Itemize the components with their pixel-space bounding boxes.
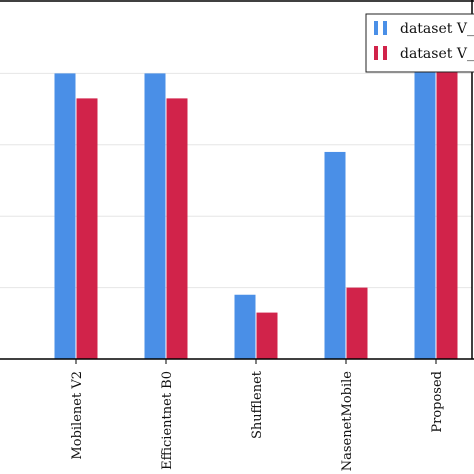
bar-series-1-mobilenet-v2 xyxy=(54,73,76,360)
bar-series-2-shufflenet xyxy=(256,312,278,359)
x-tick-label-5: Proposed xyxy=(430,371,445,433)
x-tick-label-3: Shufflenet xyxy=(250,370,265,439)
legend-label-series-2: dataset V_ xyxy=(400,46,474,62)
legend-swatch-1a xyxy=(374,21,378,35)
bar-series-1-proposed xyxy=(414,69,436,359)
x-tick-label-1: Mobilenet V2 xyxy=(70,371,85,460)
legend-swatch-1b xyxy=(383,21,387,35)
bar-series-1-efficientnet-b0 xyxy=(144,73,166,360)
bar-series-2-proposed xyxy=(436,69,458,359)
bar-series-2-nasenetmobile xyxy=(346,287,368,359)
bar-series-2-mobilenet-v2 xyxy=(76,98,98,359)
bars xyxy=(54,69,458,360)
legend-label-series-1: dataset V_ xyxy=(400,21,474,37)
x-tick-label-4: NasenetMobile xyxy=(340,371,355,472)
x-tick-label-2: Efficientnet B0 xyxy=(160,371,175,470)
legend-swatch-2a xyxy=(374,46,378,60)
bar-series-1-nasenetmobile xyxy=(324,151,346,359)
legend: dataset V_ dataset V_ xyxy=(365,13,474,73)
x-tick-labels: Mobilenet V2 Efficientnet B0 Shufflenet Nas… xyxy=(70,370,445,471)
bar-series-1-shufflenet xyxy=(234,294,256,359)
legend-swatch-2b xyxy=(383,46,387,60)
bar-series-2-efficientnet-b0 xyxy=(166,98,188,359)
x-ticks xyxy=(75,359,437,364)
